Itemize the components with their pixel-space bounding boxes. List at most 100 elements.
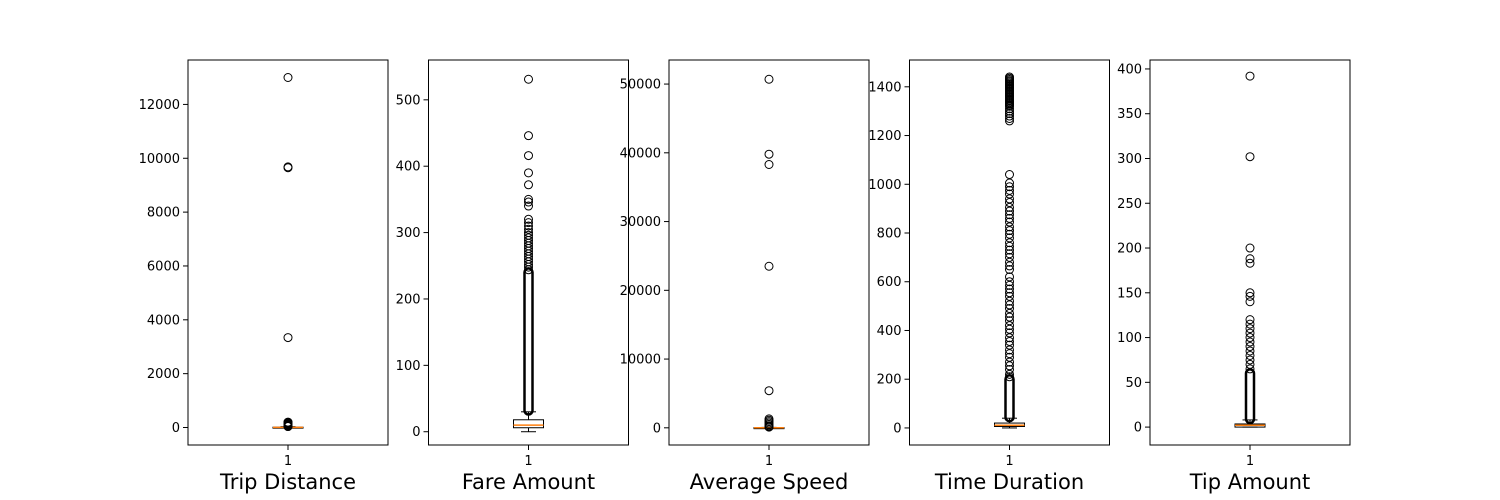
- outlier-point: [1005, 349, 1014, 359]
- x-tick-label: 1: [765, 454, 773, 469]
- outlier-point: [283, 163, 293, 173]
- outlier-point: [1005, 111, 1014, 121]
- outlier-point: [1005, 217, 1014, 227]
- y-tick-label: 250: [1117, 197, 1142, 212]
- outlier-point: [1005, 252, 1014, 262]
- outlier-point: [764, 74, 774, 84]
- outlier-point: [1005, 312, 1014, 322]
- outlier-point: [524, 194, 533, 204]
- outlier-point: [1005, 324, 1014, 334]
- outlier-point: [1005, 345, 1014, 355]
- outlier-point: [1005, 101, 1014, 111]
- outlier-point: [1005, 272, 1014, 282]
- axes-frame: [428, 59, 629, 446]
- outlier-point: [1005, 288, 1014, 298]
- outlier-point: [1005, 113, 1014, 123]
- outlier-point: [764, 261, 774, 271]
- outlier-point: [1005, 280, 1014, 290]
- outlier-point: [524, 265, 533, 275]
- outlier-point: [1245, 243, 1255, 253]
- outlier-point: [1005, 189, 1014, 199]
- y-tick-label: 30000: [620, 215, 661, 230]
- axes-frame: [1149, 59, 1351, 446]
- outlier-point: [1005, 226, 1014, 236]
- outlier-point: [1005, 194, 1014, 204]
- outlier-point: [1005, 222, 1014, 232]
- outlier-point: [1245, 342, 1255, 352]
- outlier-point: [524, 180, 533, 190]
- outlier-point: [1005, 333, 1014, 343]
- outlier-point: [764, 386, 774, 396]
- outlier-point: [1245, 71, 1255, 81]
- outlier-point: [1005, 109, 1014, 119]
- x-tick-label: 1: [284, 454, 292, 469]
- y-tick-label: 600: [877, 275, 902, 290]
- x-tick-label: 1: [1246, 454, 1254, 469]
- y-tick-label: 0: [1134, 421, 1142, 436]
- outlier-point: [1005, 104, 1014, 114]
- outlier-point: [1245, 315, 1255, 325]
- y-tick-label: 500: [396, 93, 421, 108]
- outlier-point: [1005, 340, 1014, 350]
- axes-frame: [187, 59, 389, 446]
- x-tick-label: 1: [524, 454, 532, 469]
- axes-frame: [668, 59, 870, 446]
- y-tick-label: 300: [396, 226, 421, 241]
- y-tick-label: 0: [893, 421, 901, 436]
- outlier-point: [1005, 170, 1014, 180]
- y-tick-label: 350: [1117, 107, 1142, 122]
- outlier-point: [1005, 300, 1014, 310]
- y-tick-label: 10000: [139, 152, 180, 167]
- y-tick-label: 12000: [139, 98, 180, 113]
- outlier-point: [1245, 324, 1255, 334]
- y-tick-label: 0: [172, 421, 180, 436]
- outlier-point: [764, 149, 774, 159]
- outlier-point: [283, 333, 293, 343]
- outlier-point: [1005, 291, 1014, 301]
- axes-frame: [909, 59, 1110, 446]
- outlier-point: [1005, 116, 1014, 126]
- outlier-point: [1245, 288, 1255, 298]
- outlier-point: [1005, 185, 1014, 195]
- outlier-point: [1245, 346, 1255, 356]
- y-tick-label: 800: [877, 227, 902, 242]
- x-axis-label: Average Speed: [690, 470, 849, 494]
- x-axis-label: Tip Amount: [1189, 470, 1311, 494]
- y-tick-label: 6000: [147, 259, 180, 274]
- y-tick-label: 20000: [620, 284, 661, 299]
- outlier-point: [1005, 249, 1014, 259]
- outlier-point: [283, 422, 293, 432]
- outlier-point: [1005, 369, 1014, 379]
- y-tick-label: 200: [396, 292, 421, 307]
- y-tick-label: 50: [1125, 376, 1142, 391]
- outlier-point: [1005, 308, 1014, 318]
- outlier-point: [1005, 202, 1014, 212]
- outlier-point: [524, 221, 533, 231]
- outlier-point: [1245, 319, 1255, 329]
- outlier-point: [1005, 265, 1014, 275]
- outlier-band: [1004, 373, 1015, 423]
- outlier-point: [1005, 321, 1014, 331]
- outlier-point: [1005, 206, 1014, 216]
- outlier-point: [1245, 258, 1255, 268]
- outlier-point: [524, 262, 533, 272]
- y-tick-label: 1200: [868, 129, 901, 144]
- outlier-point: [1005, 304, 1014, 314]
- outlier-point: [1005, 233, 1014, 243]
- outlier-point: [1245, 364, 1255, 374]
- x-axis-label: Fare Amount: [462, 470, 595, 494]
- outlier-point: [524, 259, 533, 269]
- outlier-point: [1005, 336, 1014, 346]
- outlier-point: [1005, 178, 1014, 188]
- outlier-point: [1005, 106, 1014, 116]
- y-tick-label: 150: [1117, 286, 1142, 301]
- outlier-point: [1245, 333, 1255, 343]
- y-tick-label: 100: [1117, 331, 1142, 346]
- outlier-point: [1005, 372, 1014, 382]
- outlier-point: [1245, 350, 1255, 360]
- y-tick-label: 1400: [868, 80, 901, 95]
